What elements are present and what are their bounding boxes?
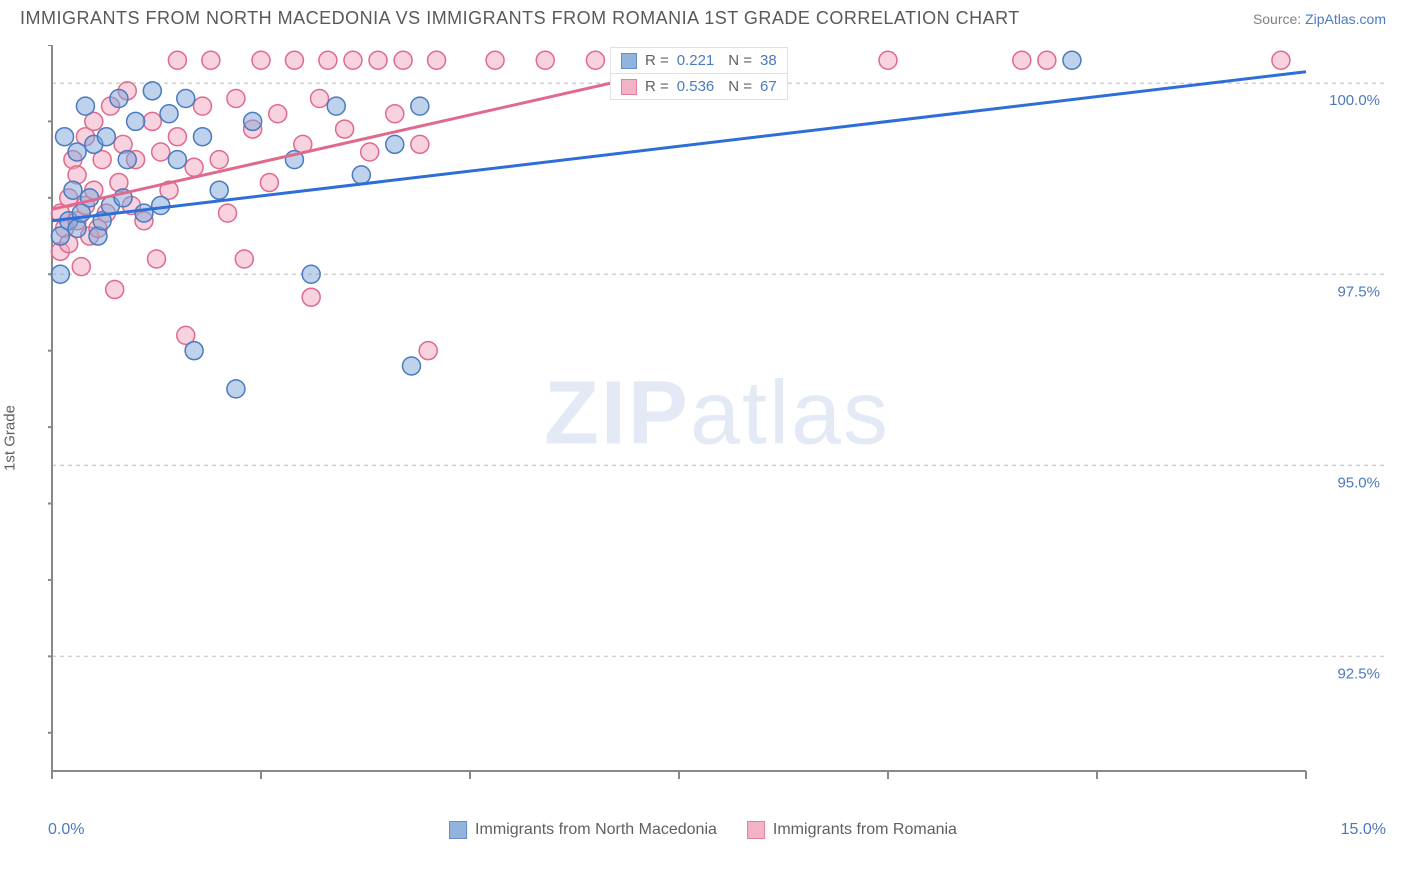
legend-label-b: Immigrants from Romania — [773, 821, 957, 839]
correlation-stats-box: R = 0.221 N = 38 R = 0.536 N = 67 — [610, 47, 788, 100]
stats-row-series-a: R = 0.221 N = 38 — [611, 48, 787, 73]
x-axis-end-label: 15.0% — [1341, 821, 1386, 839]
y-axis-label: 1st Grade — [2, 405, 19, 471]
swatch-series-a — [621, 53, 637, 69]
swatch-series-b — [621, 79, 637, 95]
legend-label-a: Immigrants from North Macedonia — [475, 821, 717, 839]
legend-swatch-a — [449, 821, 467, 839]
legend-swatch-b — [747, 821, 765, 839]
legend-item-series-b: Immigrants from Romania — [747, 821, 957, 839]
chart-title: IMMIGRANTS FROM NORTH MACEDONIA VS IMMIG… — [20, 8, 1020, 29]
scatter-plot-svg: 92.5% 95.0% 97.5% 100.0% — [48, 45, 1386, 783]
svg-text:92.5%: 92.5% — [1337, 665, 1380, 682]
svg-text:95.0%: 95.0% — [1337, 474, 1380, 491]
stats-r-label: R = — [645, 52, 669, 69]
stats-n-label: N = — [728, 78, 752, 95]
stats-r-value-a: 0.221 — [677, 52, 715, 69]
legend-item-series-a: Immigrants from North Macedonia — [449, 821, 717, 839]
header: IMMIGRANTS FROM NORTH MACEDONIA VS IMMIG… — [0, 0, 1406, 33]
stats-row-series-b: R = 0.536 N = 67 — [611, 73, 787, 99]
svg-text:100.0%: 100.0% — [1329, 92, 1380, 109]
stats-r-value-b: 0.536 — [677, 78, 715, 95]
x-axis-start-label: 0.0% — [48, 821, 84, 839]
plot-region: 92.5%95.0%97.5%100.0% ZIPatlas R = 0.221… — [48, 45, 1386, 783]
stats-n-value-b: 67 — [760, 78, 777, 95]
source-prefix: Source: — [1253, 11, 1305, 27]
source-link[interactable]: ZipAtlas.com — [1305, 11, 1386, 27]
svg-text:97.5%: 97.5% — [1337, 283, 1380, 300]
legend: Immigrants from North Macedonia Immigran… — [449, 821, 957, 839]
stats-n-label: N = — [728, 52, 752, 69]
source-attribution: Source: ZipAtlas.com — [1253, 11, 1386, 27]
chart-area: 1st Grade 92.5%95.0%97.5%100.0% ZIPatlas… — [0, 33, 1406, 843]
stats-n-value-a: 38 — [760, 52, 777, 69]
stats-r-label: R = — [645, 78, 669, 95]
